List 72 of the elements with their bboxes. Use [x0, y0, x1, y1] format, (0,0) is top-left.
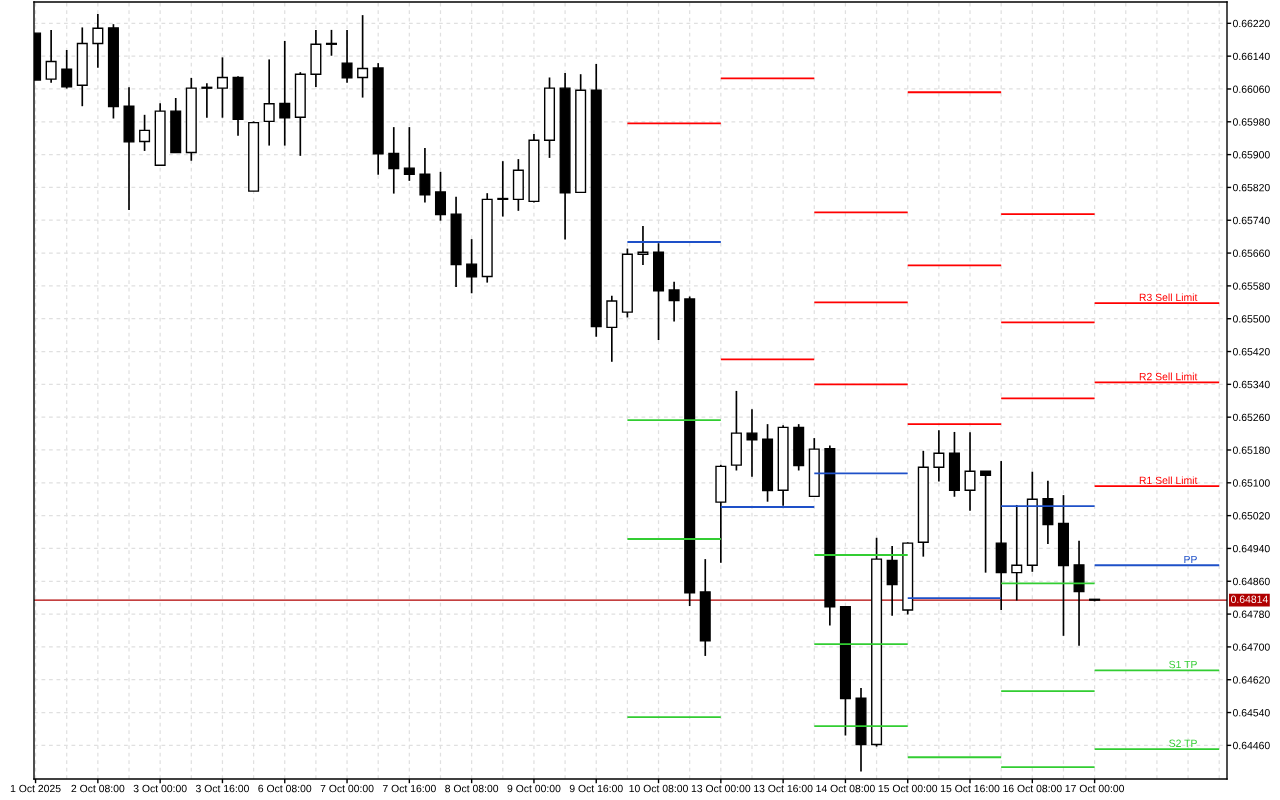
candlestick	[201, 82, 213, 119]
y-tick-label: 0.65580	[1232, 282, 1270, 290]
candlestick	[61, 49, 73, 90]
y-tick-label: 0.65980	[1232, 118, 1270, 126]
x-tick-label: 14 Oct 08:00	[816, 784, 875, 793]
ref-line-label: 0.64814	[1230, 595, 1268, 603]
x-tick-label: 7 Oct 00:00	[320, 784, 374, 793]
y-tick-label: 0.65180	[1232, 446, 1270, 454]
candlestick	[419, 147, 431, 204]
y-tick-label: 0.65740	[1232, 216, 1270, 225]
x-tick-label: 8 Oct 08:00	[445, 784, 499, 793]
candlestick	[92, 13, 104, 69]
candlestick	[668, 280, 680, 323]
y-tick-label: 0.66060	[1232, 85, 1270, 93]
candlestick	[216, 56, 228, 119]
y-tick-label: 0.65900	[1232, 151, 1270, 159]
y-tick-label: 0.65340	[1232, 380, 1270, 389]
series-label: S1 TP	[1169, 660, 1197, 669]
series-label: R2 Sell Limit	[1139, 372, 1198, 381]
x-tick-label: 7 Oct 16:00	[382, 784, 436, 793]
y-tick-label: 0.65420	[1232, 348, 1270, 356]
y-tick-label: 0.64780	[1232, 610, 1270, 618]
series-label: S2 TP	[1169, 739, 1197, 747]
x-tick-label: 3 Oct 00:00	[133, 784, 187, 793]
candlestick	[403, 126, 415, 182]
x-tick-label: 13 Oct 16:00	[754, 784, 813, 793]
x-tick-label: 17 Oct 00:00	[1065, 784, 1125, 793]
series-label: PP	[1184, 555, 1197, 564]
x-tick-label: 15 Oct 00:00	[878, 784, 938, 793]
candlestick	[497, 160, 509, 218]
x-tick-label: 10 Oct 08:00	[629, 784, 688, 793]
y-tick-label: 0.64860	[1232, 577, 1270, 586]
y-tick-label: 0.65260	[1232, 413, 1270, 422]
x-tick-label: 1 Oct 2025	[10, 784, 61, 793]
candlestick	[637, 225, 649, 266]
candlestick	[357, 14, 369, 99]
y-tick-label: 0.64540	[1232, 709, 1270, 717]
candlestick	[980, 470, 992, 574]
x-tick-label: 6 Oct 08:00	[258, 784, 312, 793]
candlestick	[1011, 504, 1023, 602]
candlestick	[263, 58, 275, 147]
x-tick-label: 2 Oct 08:00	[71, 784, 125, 793]
candlestick	[388, 126, 400, 195]
y-tick-label: 0.65660	[1232, 249, 1270, 257]
x-tick-label: 3 Oct 16:00	[195, 784, 249, 793]
candlestick	[139, 113, 151, 152]
candlestick	[434, 171, 447, 222]
y-tick-label: 0.65500	[1232, 315, 1270, 323]
x-tick-label: 9 Oct 16:00	[569, 784, 623, 793]
x-tick-label: 15 Oct 16:00	[941, 784, 1000, 793]
y-tick-label: 0.64460	[1232, 741, 1270, 750]
y-tick-label: 0.64620	[1232, 676, 1270, 684]
x-tick-label: 16 Oct 08:00	[1003, 784, 1062, 793]
y-tick-label: 0.66140	[1232, 52, 1270, 61]
series-label: R1 Sell Limit	[1139, 476, 1198, 485]
y-tick-label: 0.65100	[1232, 479, 1270, 487]
series-label: R3 Sell Limit	[1139, 293, 1198, 302]
candlestick	[933, 429, 945, 483]
y-tick-label: 0.66220	[1232, 19, 1270, 28]
candlestick	[746, 408, 758, 478]
y-tick-label: 0.64940	[1232, 544, 1270, 553]
y-tick-label: 0.64700	[1232, 643, 1270, 651]
candlestick	[341, 29, 353, 84]
x-tick-label: 13 Oct 00:00	[691, 784, 751, 793]
candlestick	[279, 40, 291, 147]
y-tick-label: 0.65820	[1232, 183, 1270, 192]
y-tick-label: 0.65020	[1232, 512, 1270, 520]
candlestick	[45, 29, 57, 84]
candlestick	[964, 431, 976, 512]
candlestick	[325, 29, 337, 57]
candlestick	[466, 238, 478, 295]
x-tick-label: 9 Oct 00:00	[507, 784, 561, 793]
